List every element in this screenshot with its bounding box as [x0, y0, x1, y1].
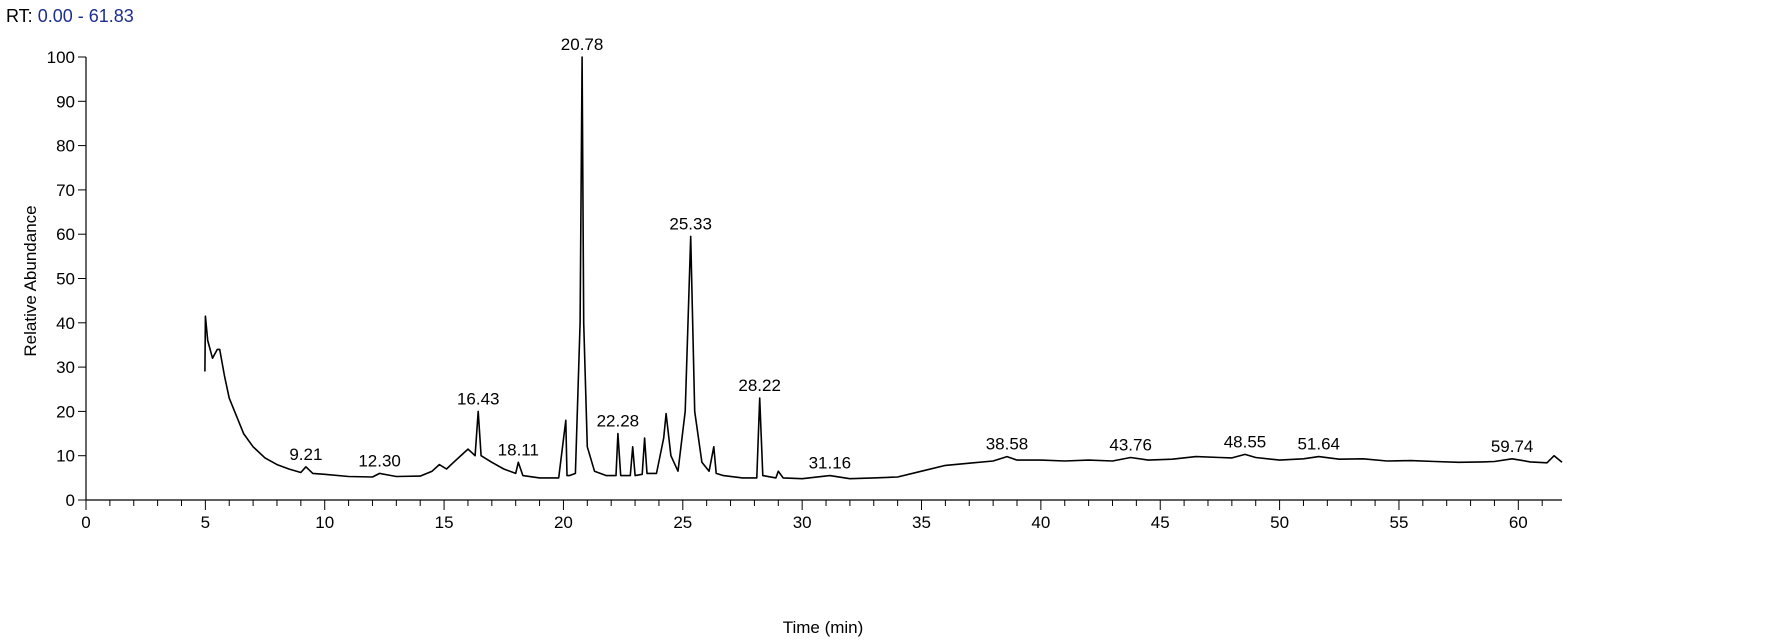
x-tick-label: 60: [1509, 513, 1528, 532]
y-tick-label: 80: [56, 137, 75, 156]
y-axis-label: Relative Abundance: [21, 205, 40, 356]
x-tick-label: 15: [435, 513, 454, 532]
peak-label: 16.43: [457, 389, 500, 408]
chromatogram-trace: [204, 56, 1563, 480]
y-tick-label: 100: [47, 48, 75, 67]
x-tick-label: 30: [793, 513, 812, 532]
peak-label: 28.22: [738, 376, 781, 395]
x-axis-label: Time (min): [783, 618, 864, 637]
y-tick-label: 10: [56, 447, 75, 466]
x-tick-label: 0: [81, 513, 90, 532]
peak-label: 9.21: [289, 445, 322, 464]
y-tick-label: 20: [56, 402, 75, 421]
peak-label: 22.28: [597, 412, 640, 431]
y-tick-label: 40: [56, 314, 75, 333]
rt-range: 0.00 - 61.83: [37, 6, 134, 26]
x-tick-label: 5: [201, 513, 210, 532]
y-tick-label: 30: [56, 358, 75, 377]
peak-label: 31.16: [809, 454, 852, 473]
peak-label: 43.76: [1109, 435, 1152, 454]
x-tick-label: 10: [315, 513, 334, 532]
x-tick-label: 50: [1270, 513, 1289, 532]
peak-label: 20.78: [561, 35, 604, 54]
peak-label: 48.55: [1224, 432, 1267, 451]
x-tick-label: 35: [912, 513, 931, 532]
peak-label: 12.30: [358, 451, 401, 470]
y-tick-label: 90: [56, 92, 75, 111]
peak-label-layer: 9.21 12.30 16.43 18.11 20.78 22.28 25.33 28.22 3…: [289, 35, 1533, 473]
y-tick-label: 0: [66, 491, 75, 510]
x-tick-label: 55: [1389, 513, 1408, 532]
x-tick-label: 20: [554, 513, 573, 532]
peak-label: 18.11: [498, 440, 539, 459]
peak-label: 51.64: [1297, 435, 1340, 454]
x-tick-label: 40: [1031, 513, 1050, 532]
peak-label: 25.33: [669, 214, 712, 233]
tick-layer: 0 10 20 30 40 50 60 70 80 90 100 0 5 10 15 20 25 30 35 40 45…: [47, 48, 1543, 532]
x-tick-label: 25: [673, 513, 692, 532]
x-tick-label: 45: [1151, 513, 1170, 532]
y-tick-label: 60: [56, 225, 75, 244]
rt-header: RT: 0.00 - 61.83: [6, 6, 134, 27]
axes: [85, 57, 1562, 501]
y-tick-label: 70: [56, 181, 75, 200]
y-tick-label: 50: [56, 270, 75, 289]
rt-label: RT:: [6, 6, 33, 26]
trace-layer: [204, 56, 1563, 480]
peak-label: 38.58: [986, 435, 1029, 454]
peak-label: 59.74: [1491, 437, 1534, 456]
